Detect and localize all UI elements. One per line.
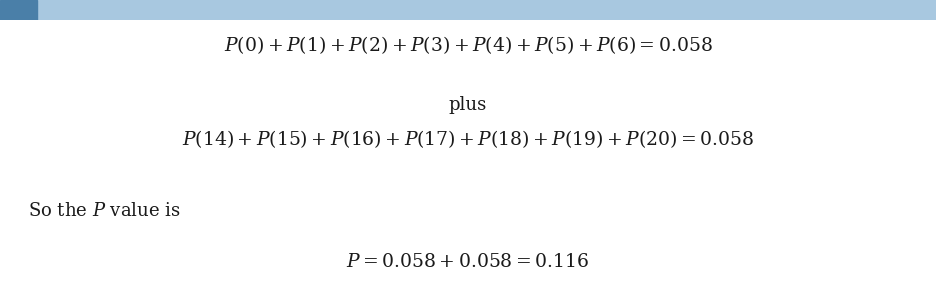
Text: $P = 0.058 + 0.058 = 0.116$: $P = 0.058 + 0.058 = 0.116$ — [346, 253, 590, 271]
Text: $P(0) + P(1) + P(2) + P(3) + P(4) + P(5) + P(6) = 0.058$: $P(0) + P(1) + P(2) + P(3) + P(4) + P(5)… — [224, 34, 712, 56]
Text: plus: plus — [449, 96, 487, 114]
Text: So the $P$ value is: So the $P$ value is — [28, 202, 181, 220]
Bar — [0, 0, 37, 20]
Text: $P(14) + P(15) + P(16) + P(17) + P(18) + P(19) + P(20) = 0.058$: $P(14) + P(15) + P(16) + P(17) + P(18) +… — [182, 129, 754, 150]
